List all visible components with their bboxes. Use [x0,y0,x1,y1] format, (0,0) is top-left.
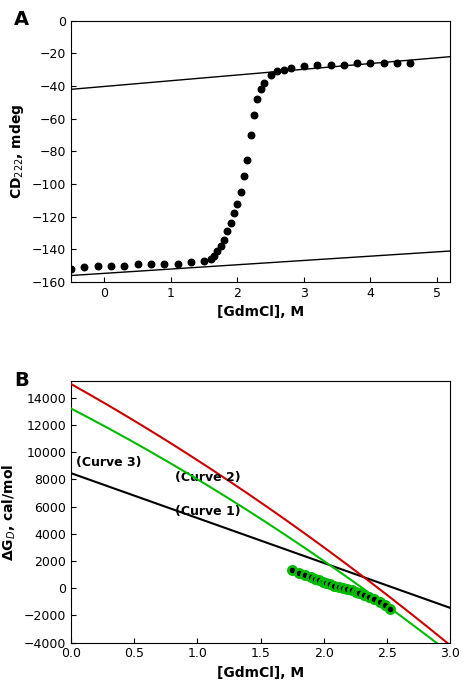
Point [67,263,75,274]
Point [240,171,248,182]
Point [214,245,221,256]
Point [250,110,258,121]
Point [254,93,261,104]
Y-axis label: ΔG$_D$, cal/mol: ΔG$_D$, cal/mol [1,464,18,560]
Point [220,234,228,245]
Point [287,63,294,74]
Point [361,589,368,600]
Point [327,59,334,70]
Point [230,208,238,219]
Point [376,596,383,607]
Point [295,568,302,579]
Point [94,261,101,272]
Point [365,591,373,603]
Point [386,604,393,615]
Point [308,571,315,583]
Point [311,573,319,584]
X-axis label: [GdmCl], M: [GdmCl], M [217,305,304,319]
Point [260,77,268,88]
Point [348,585,356,596]
Point [134,258,141,269]
Point [237,187,245,198]
Point [217,240,225,252]
Point [280,64,288,75]
Point [257,84,264,95]
Point [319,576,327,587]
Point [244,154,251,165]
Point [187,257,195,268]
Point [301,570,309,581]
Y-axis label: CD$_{222}$, mdeg: CD$_{222}$, mdeg [9,104,27,199]
Point [273,66,281,77]
Point [234,198,241,209]
Point [224,226,231,237]
Point [352,586,359,597]
Point [327,579,334,590]
Point [207,254,215,265]
Point [247,129,255,140]
Point [393,57,401,68]
Point [107,261,115,272]
Point [201,255,208,266]
Point [356,588,363,599]
Point [300,61,308,72]
Point [371,594,378,605]
Point [367,57,374,68]
Point [81,262,88,273]
Point [330,580,338,591]
Point [343,583,350,594]
Text: (Curve 1): (Curve 1) [175,504,240,518]
Point [323,578,330,589]
Point [339,583,346,594]
Point [381,600,388,611]
Point [210,250,218,261]
Text: (Curve 2): (Curve 2) [175,471,240,484]
Point [289,565,296,576]
Point [267,69,274,80]
Point [160,258,168,269]
Point [407,57,414,68]
Point [315,574,323,585]
Point [120,261,128,272]
Point [313,59,321,70]
Text: B: B [14,371,29,390]
Text: A: A [14,10,29,29]
Point [354,57,361,68]
Point [147,258,155,269]
Point [174,258,182,269]
Point [340,59,347,70]
Point [380,57,388,68]
Text: (Curve 3): (Curve 3) [76,455,142,468]
Point [227,218,235,229]
Point [335,581,343,592]
X-axis label: [GdmCl], M: [GdmCl], M [217,666,304,680]
